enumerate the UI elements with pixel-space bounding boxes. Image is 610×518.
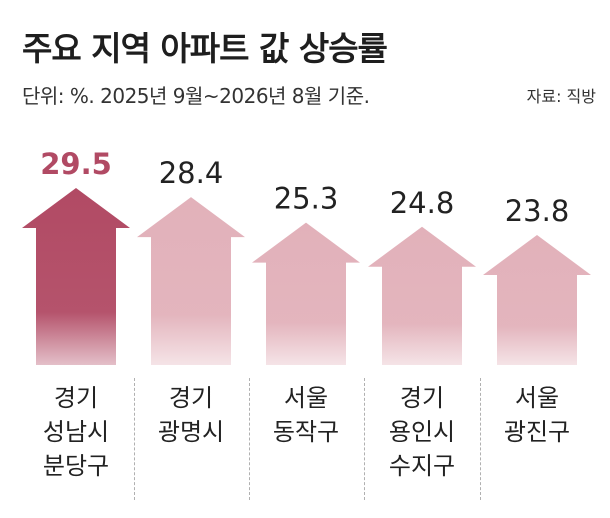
chart-source: 자료: 직방	[526, 87, 596, 106]
bar-arrow-2	[137, 197, 245, 365]
category-label-line: 경기	[399, 384, 445, 412]
value-label-4: 24.8	[390, 186, 455, 220]
category-separator	[133, 378, 135, 500]
value-label-1: 29.5	[40, 147, 112, 181]
category-separator	[364, 378, 365, 500]
category-label-line: 분당구	[42, 452, 110, 480]
category-label-line: 경기	[53, 384, 99, 412]
bar-arrow-4	[368, 226, 476, 365]
category-separator	[248, 378, 250, 500]
category-label-line: 서울	[514, 384, 560, 412]
category-label-line: 경기	[168, 384, 214, 412]
value-label-5: 23.8	[505, 194, 570, 228]
category-label-line: 수지구	[388, 452, 456, 480]
category-label-line: 광명시	[157, 418, 225, 446]
bar-arrow-1	[22, 188, 130, 365]
category-label-line: 광진구	[503, 418, 571, 446]
value-label-3: 25.3	[274, 182, 339, 216]
category-label-line: 동작구	[272, 418, 340, 446]
bar-arrow-5	[483, 235, 591, 365]
category-label-line: 성남시	[42, 418, 110, 446]
chart-subtitle: 단위: %. 2025년 9월~2026년 8월 기준.	[22, 84, 370, 108]
category-label-line: 서울	[283, 384, 329, 412]
bar-arrow-3	[252, 222, 360, 365]
category-separator	[479, 378, 481, 500]
value-label-2: 28.4	[159, 156, 224, 190]
category-label-line: 용인시	[388, 418, 456, 446]
chart-title: 주요 지역 아파트 값 상승률	[22, 29, 388, 68]
